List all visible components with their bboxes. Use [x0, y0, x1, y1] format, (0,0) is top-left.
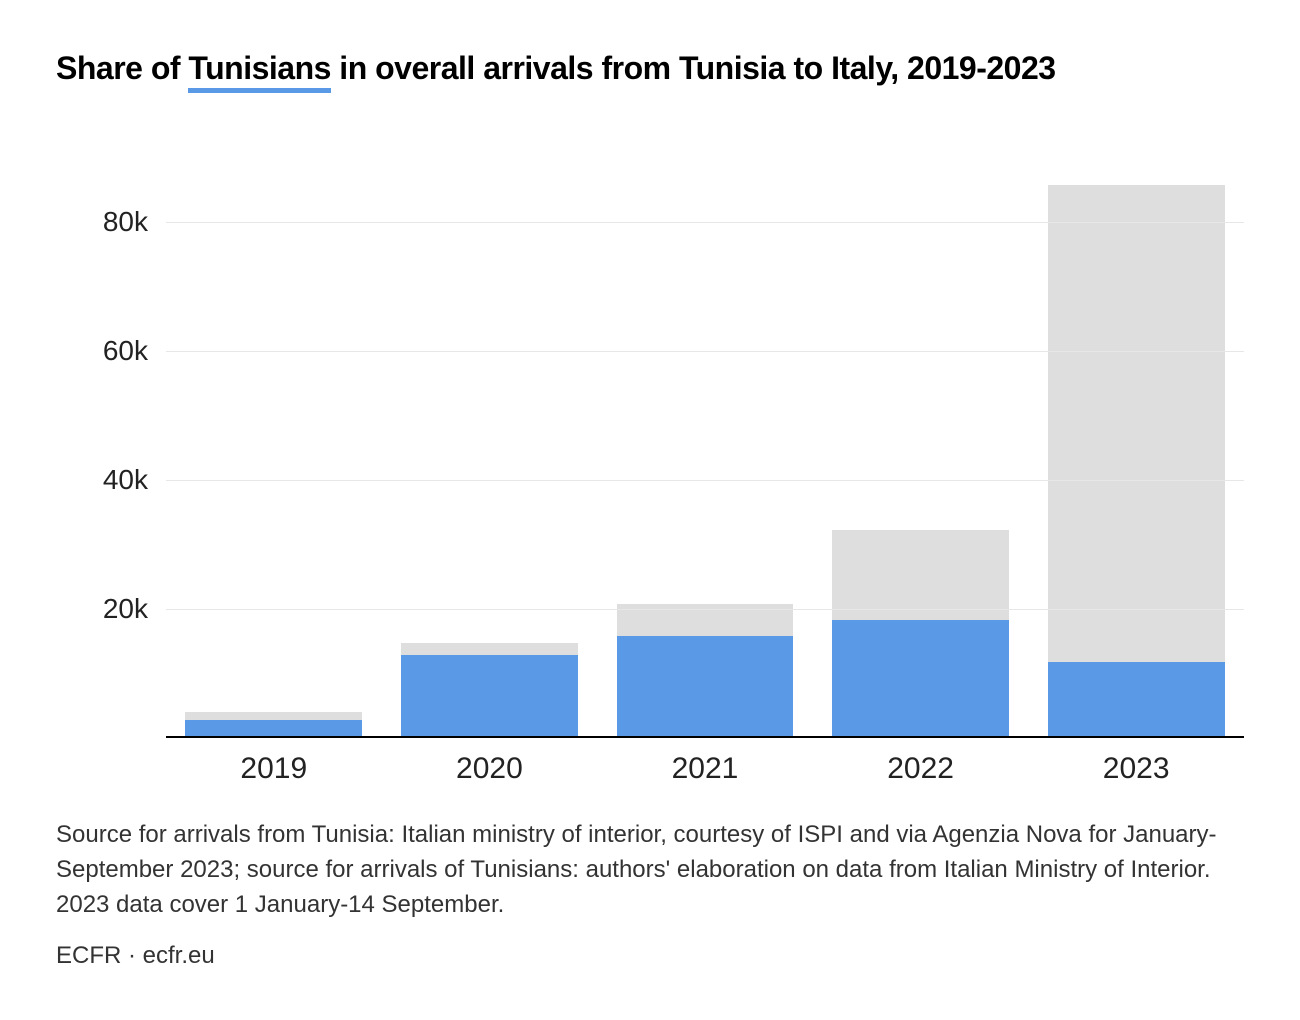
bar-segment-tunisians	[185, 720, 362, 736]
bar-slot: 2022	[813, 158, 1029, 736]
bar-segment-others	[832, 530, 1009, 620]
x-tick-label: 2019	[240, 736, 307, 786]
bar-slot: 2023	[1028, 158, 1244, 736]
bar	[1048, 185, 1225, 736]
chart-area: 20192020202120222023 20k 40k 60k 80k	[56, 158, 1244, 738]
source-text: Source for arrivals from Tunisia: Italia…	[56, 818, 1226, 922]
bar-segment-tunisians	[617, 636, 794, 736]
bar-slot: 2021	[597, 158, 813, 736]
bar	[401, 643, 578, 736]
chart-title: Share of Tunisians in overall arrivals f…	[56, 48, 1244, 88]
credit-text: ECFR · ecfr.eu	[56, 942, 1244, 970]
title-post: in overall arrivals from Tunisia to Ital…	[331, 50, 1056, 86]
bars-group: 20192020202120222023	[166, 158, 1244, 736]
y-tick-label: 80k	[103, 206, 166, 238]
bar	[832, 530, 1009, 736]
bar-slot: 2020	[382, 158, 598, 736]
x-tick-label: 2023	[1103, 736, 1170, 786]
bar	[617, 604, 794, 736]
bar-slot: 2019	[166, 158, 382, 736]
bar-segment-tunisians	[1048, 662, 1225, 736]
gridline	[166, 609, 1244, 610]
title-pre: Share of	[56, 50, 188, 86]
chart-container: Share of Tunisians in overall arrivals f…	[0, 0, 1300, 1020]
bar-segment-others	[401, 643, 578, 656]
gridline	[166, 222, 1244, 223]
y-tick-label: 20k	[103, 593, 166, 625]
bar-segment-others	[1048, 185, 1225, 662]
x-tick-label: 2022	[887, 736, 954, 786]
bar-segment-others	[185, 712, 362, 720]
title-underlined: Tunisians	[188, 50, 330, 93]
x-tick-label: 2020	[456, 736, 523, 786]
y-tick-label: 40k	[103, 464, 166, 496]
x-tick-label: 2021	[672, 736, 739, 786]
chart-footer: Source for arrivals from Tunisia: Italia…	[56, 818, 1244, 970]
y-tick-label: 60k	[103, 335, 166, 367]
bar-segment-tunisians	[832, 620, 1009, 736]
bar	[185, 712, 362, 736]
bar-segment-tunisians	[401, 655, 578, 736]
gridline	[166, 351, 1244, 352]
plot-area: 20192020202120222023 20k40k60k80k	[166, 158, 1244, 738]
gridline	[166, 480, 1244, 481]
